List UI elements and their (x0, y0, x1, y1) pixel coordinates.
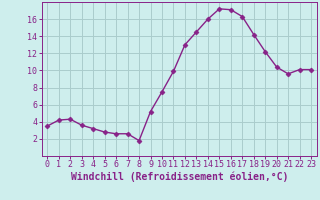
X-axis label: Windchill (Refroidissement éolien,°C): Windchill (Refroidissement éolien,°C) (70, 172, 288, 182)
